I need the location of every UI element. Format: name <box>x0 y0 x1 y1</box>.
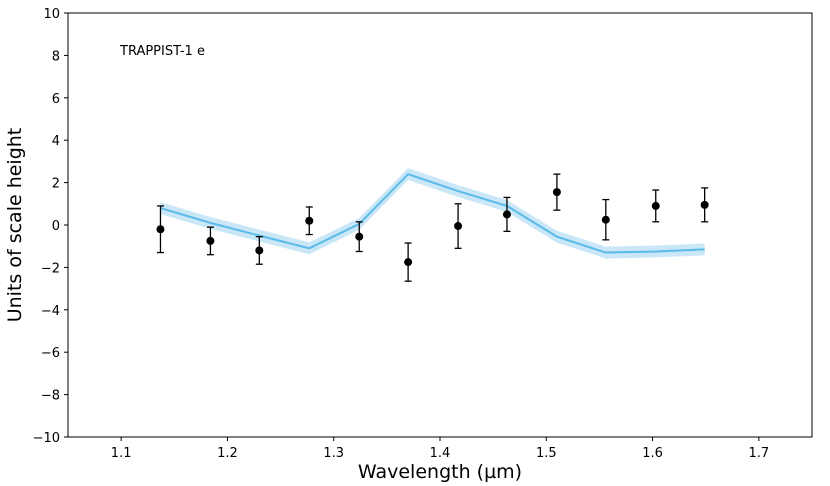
data-point <box>206 236 215 245</box>
data-point <box>255 246 264 255</box>
plot-area <box>156 168 709 282</box>
axes-frame <box>67 12 813 438</box>
data-point <box>601 215 610 224</box>
y-tick-label: 10 <box>43 7 60 22</box>
model-uncertainty-band <box>160 168 705 259</box>
y-tick-label: −6 <box>41 346 60 361</box>
x-axis: 1.1 1.2 1.3 1.4 1.5 1.6 1.7 <box>111 437 769 461</box>
x-tick-label: 1.1 <box>111 446 132 461</box>
data-point <box>305 216 314 225</box>
y-tick-label: 2 <box>52 177 60 192</box>
y-axis: −10 −8 −6 −4 −2 0 2 4 6 8 10 <box>33 7 68 446</box>
data-point <box>156 225 165 234</box>
y-tick-label: 0 <box>52 219 60 234</box>
x-tick-label: 1.2 <box>217 446 238 461</box>
y-tick-label: 4 <box>52 134 60 149</box>
y-tick-label: 6 <box>52 92 60 107</box>
x-tick-label: 1.4 <box>430 446 451 461</box>
x-tick-label: 1.3 <box>323 446 344 461</box>
data-point <box>552 188 561 197</box>
y-tick-label: 8 <box>52 49 60 64</box>
x-tick-label: 1.6 <box>642 446 663 461</box>
y-tick-label: −10 <box>33 431 60 446</box>
x-tick-label: 1.7 <box>749 446 770 461</box>
data-point <box>700 200 709 209</box>
x-tick-label: 1.5 <box>536 446 557 461</box>
y-axis-label: Units of scale height <box>4 128 26 323</box>
data-point <box>454 222 463 231</box>
x-axis-label: Wavelength (µm) <box>358 461 522 483</box>
data-point <box>502 210 511 219</box>
model-line <box>160 172 705 254</box>
y-tick-label: −2 <box>41 261 60 276</box>
data-point <box>404 258 413 267</box>
y-tick-label: −8 <box>41 389 60 404</box>
y-tick-label: −4 <box>41 304 60 319</box>
data-point <box>355 232 364 241</box>
data-point <box>651 201 660 210</box>
planet-annotation: TRAPPIST-1 e <box>119 44 205 59</box>
